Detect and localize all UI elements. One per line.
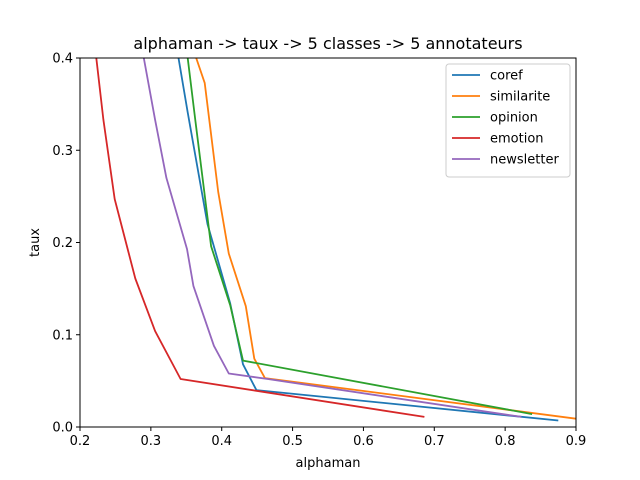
series-line-opinion: [186, 58, 533, 415]
series-line-emotion: [95, 58, 425, 418]
x-tick-label: 0.4: [211, 434, 232, 449]
legend: coref similarite opinion emotion newsletter: [445, 63, 571, 178]
x-axis-label: alphaman: [296, 456, 361, 471]
chart-title: alphaman -> taux -> 5 classes -> 5 annot…: [133, 34, 522, 53]
y-axis: 0.0 0.1 0.2 0.3 0.4: [52, 52, 80, 436]
x-tick-label: 0.8: [495, 434, 516, 449]
y-tick-label: 0.4: [52, 52, 73, 67]
x-tick-label: 0.3: [141, 434, 162, 449]
series-line-newsletter: [142, 58, 522, 418]
y-tick-label: 0.2: [52, 236, 73, 251]
series-layer: [95, 58, 576, 422]
legend-label-emotion: emotion: [490, 132, 544, 147]
legend-label-similarite: similarite: [490, 90, 550, 105]
legend-label-opinion: opinion: [490, 111, 538, 126]
legend-label-newsletter: newsletter: [490, 153, 559, 168]
y-axis-label: taux: [28, 228, 43, 257]
x-tick-label: 0.2: [70, 434, 91, 449]
x-tick-label: 0.7: [424, 434, 445, 449]
legend-label-coref: coref: [490, 69, 523, 84]
x-axis: 0.2 0.3 0.4 0.5 0.6 0.7 0.8 0.9: [70, 427, 587, 449]
x-tick-label: 0.5: [282, 434, 303, 449]
y-tick-label: 0.3: [52, 144, 73, 159]
y-tick-label: 0.1: [52, 328, 73, 343]
series-line-similarite: [195, 58, 576, 420]
x-tick-label: 0.6: [353, 434, 374, 449]
series-line-coref: [177, 58, 559, 422]
legend-box: [445, 63, 571, 178]
y-tick-label: 0.0: [52, 421, 73, 436]
x-tick-label: 0.9: [566, 434, 587, 449]
